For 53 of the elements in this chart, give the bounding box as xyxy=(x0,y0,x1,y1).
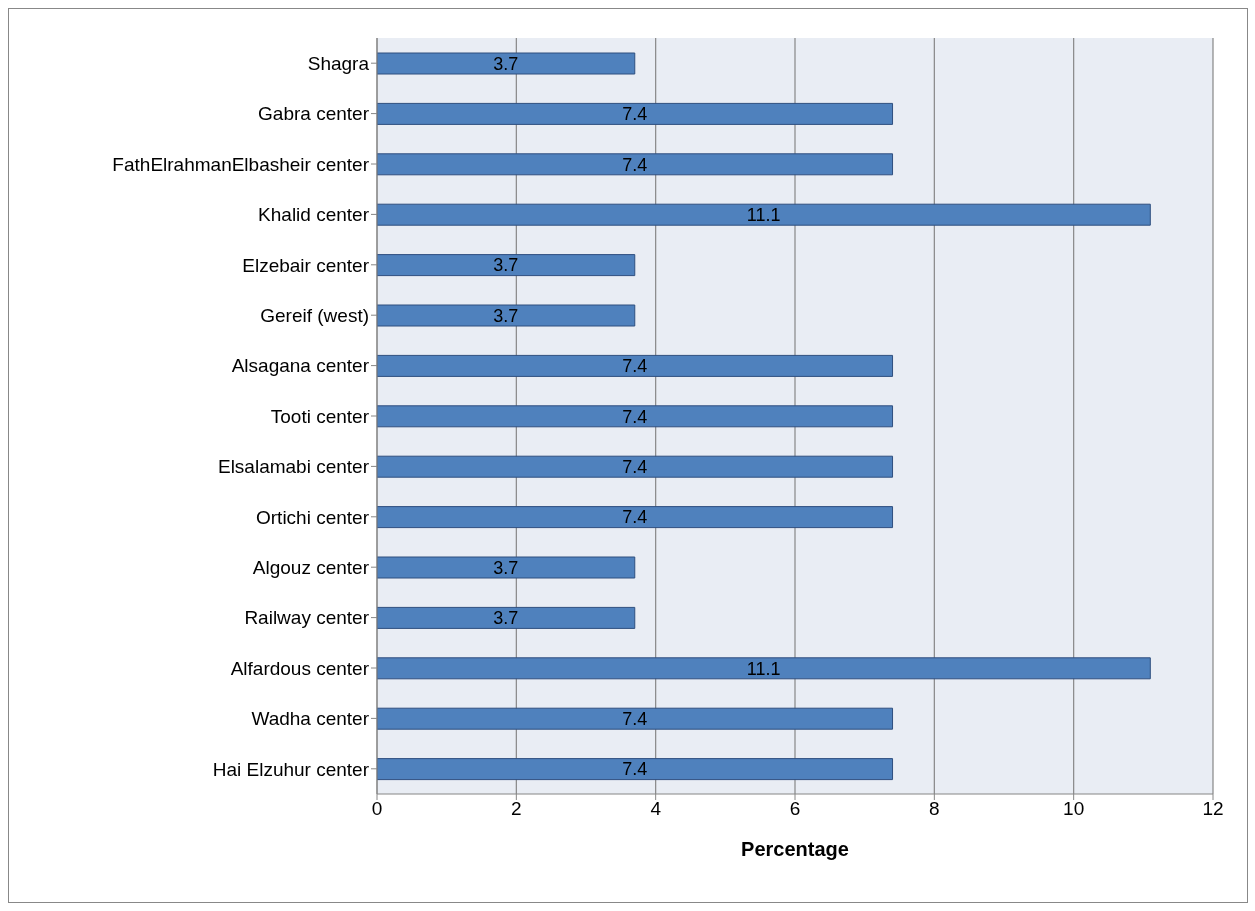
y-tick-label: Elzebair center xyxy=(242,254,370,276)
data-label: 7.4 xyxy=(622,356,648,377)
data-label: 3.7 xyxy=(493,557,519,578)
data-label: 7.4 xyxy=(622,507,648,528)
y-tick-label: Tooti center xyxy=(270,405,370,427)
y-tick-label: Ortichi center xyxy=(256,506,370,528)
data-label: 7.4 xyxy=(622,457,648,478)
y-tick-label: Khalid center xyxy=(258,204,370,226)
bar xyxy=(377,304,636,327)
y-tick-label: Alsagana center xyxy=(231,355,370,377)
data-label: 7.4 xyxy=(622,709,648,730)
data-label: 7.4 xyxy=(622,406,648,427)
bar xyxy=(377,506,894,529)
x-tick-label: 2 xyxy=(511,798,522,820)
data-label: 11.1 xyxy=(746,205,781,226)
data-label: 3.7 xyxy=(493,305,519,326)
data-label: 7.4 xyxy=(622,154,648,175)
y-tick-label: Railway center xyxy=(244,607,370,629)
x-axis-title: Percentage xyxy=(741,838,849,860)
data-label: 3.7 xyxy=(493,255,519,276)
bar xyxy=(377,707,894,730)
bar xyxy=(377,52,636,75)
data-label: 3.7 xyxy=(493,53,519,74)
x-tick-label: 10 xyxy=(1063,798,1085,820)
bar xyxy=(377,657,1151,680)
data-label: 11.1 xyxy=(746,658,781,679)
data-label: 7.4 xyxy=(622,104,648,125)
y-tick-label: Shagra xyxy=(307,52,370,74)
y-tick-label: Algouz center xyxy=(252,556,370,578)
bar xyxy=(377,102,894,125)
bar xyxy=(377,606,636,629)
bar xyxy=(377,455,894,478)
bar xyxy=(377,254,636,277)
y-tick-label: Gabra center xyxy=(258,103,370,125)
bar xyxy=(377,758,894,781)
y-tick-label: Hai Elzuhur center xyxy=(212,758,370,780)
x-tick-label: 12 xyxy=(1202,798,1224,820)
bar xyxy=(377,556,636,579)
y-tick-label: Alfardous center xyxy=(230,657,370,679)
bar xyxy=(377,405,894,428)
y-tick-label: Elsalamabi center xyxy=(217,456,370,478)
bar xyxy=(377,354,894,377)
data-label: 3.7 xyxy=(493,608,519,629)
y-tick-label: FathElrahmanElbasheir center xyxy=(112,153,370,175)
bar xyxy=(377,153,894,176)
x-tick-label: 6 xyxy=(789,798,801,820)
y-tick-label: Wadha center xyxy=(251,708,370,730)
x-tick-label: 0 xyxy=(371,798,383,820)
y-tick-label: Gereif (west) xyxy=(260,304,369,326)
x-tick-label: 8 xyxy=(929,798,940,820)
x-tick-label: 4 xyxy=(650,798,662,820)
data-label: 7.4 xyxy=(622,759,648,780)
bar xyxy=(377,203,1151,226)
